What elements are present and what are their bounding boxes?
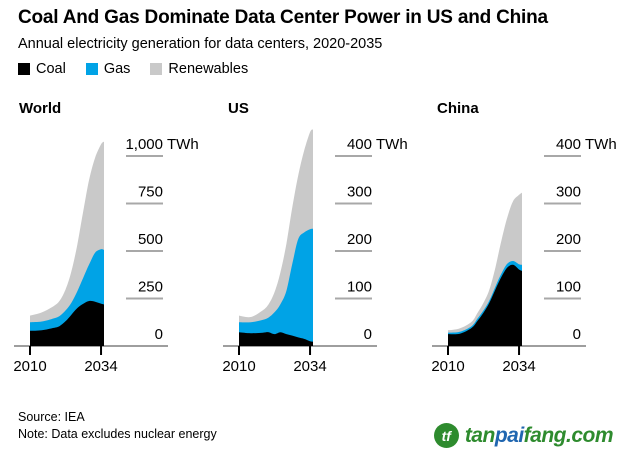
china-chart: 2010 2034 0 100 200 300 400 TWh	[431, 136, 617, 375]
legend: Coal Gas Renewables	[18, 61, 248, 77]
china-y-label-200: 200	[556, 231, 581, 248]
china-y-unit-label: TWh	[585, 136, 617, 153]
us-y-label-300: 300	[347, 184, 372, 201]
world-y-label-500: 500	[138, 231, 163, 248]
gas-swatch-icon	[85, 63, 98, 75]
chart-panels: World 2010 2034 0 250 500 750 1,000 TWh US 2010…	[0, 95, 627, 381]
world-y-label-750: 750	[138, 184, 163, 201]
logo-text-pai: pai	[494, 423, 524, 447]
china-y-label-0: 0	[573, 326, 581, 343]
world-y-label-250: 250	[138, 279, 163, 296]
source-line: Source: IEA	[18, 410, 85, 424]
footer: Source: IEA Note: Data excludes nuclear …	[18, 409, 217, 443]
legend-item-coal: Coal	[18, 61, 66, 77]
world-x-label-2010: 2010	[13, 358, 46, 375]
note-line: Note: Data excludes nuclear energy	[18, 427, 217, 441]
legend-label-coal: Coal	[36, 61, 66, 77]
us-y-label-200: 200	[347, 231, 372, 248]
us-chart: 2010 2034 0 100 200 300 400 TWh	[222, 129, 408, 375]
renewables-swatch-icon	[150, 63, 163, 75]
world-y-label-0: 0	[155, 326, 163, 343]
panel-china: China 2010 2034 0 100 200 300 400 TWh	[418, 95, 627, 381]
panel-title-china: China	[437, 100, 479, 117]
us-x-label-2010: 2010	[222, 358, 255, 375]
chart-title: Coal And Gas Dominate Data Center Power …	[18, 7, 548, 28]
legend-item-gas: Gas	[85, 61, 131, 77]
tanpaifang-logo-text: tanpaifang.com	[464, 423, 614, 448]
tanpaifang-leaf-icon: tf	[433, 423, 459, 448]
china-x-label-2034: 2034	[502, 358, 535, 375]
china-y-label-100: 100	[556, 279, 581, 296]
us-y-label-400: 400	[347, 136, 372, 153]
us-y-unit-label: TWh	[376, 136, 408, 153]
us-x-label-2034: 2034	[293, 358, 326, 375]
us-gas-area	[239, 228, 313, 346]
coal-swatch-icon	[18, 63, 30, 75]
panel-title-us: US	[228, 100, 249, 117]
china-coal-area	[448, 264, 522, 346]
legend-label-renewables: Renewables	[168, 61, 249, 77]
world-chart: 2010 2034 0 250 500 750 1,000 TWh	[13, 136, 199, 375]
china-y-label-400: 400	[556, 136, 581, 153]
logo-text-fang-com: fang.com	[523, 423, 614, 447]
panel-world: World 2010 2034 0 250 500 750 1,000 TWh	[0, 95, 209, 381]
tanpaifang-logo[interactable]: tf tanpaifang.com	[433, 423, 614, 448]
world-y-unit-label: TWh	[167, 136, 199, 153]
world-coal-area	[30, 300, 104, 346]
legend-item-renewables: Renewables	[150, 61, 248, 77]
panel-us: US 2010 2034 0 100 200 300 400 TWh	[209, 95, 418, 381]
legend-label-gas: Gas	[103, 61, 131, 77]
chart-subtitle: Annual electricity generation for data c…	[18, 36, 383, 52]
panel-title-world: World	[19, 100, 62, 117]
us-y-label-100: 100	[347, 279, 372, 296]
us-y-label-0: 0	[364, 326, 372, 343]
logo-text-tan: tan	[464, 423, 496, 447]
china-y-label-300: 300	[556, 184, 581, 201]
us-coal-area	[239, 332, 313, 346]
china-x-label-2010: 2010	[431, 358, 464, 375]
world-x-label-2034: 2034	[84, 358, 117, 375]
world-y-label-1000: 1,000	[125, 136, 163, 153]
